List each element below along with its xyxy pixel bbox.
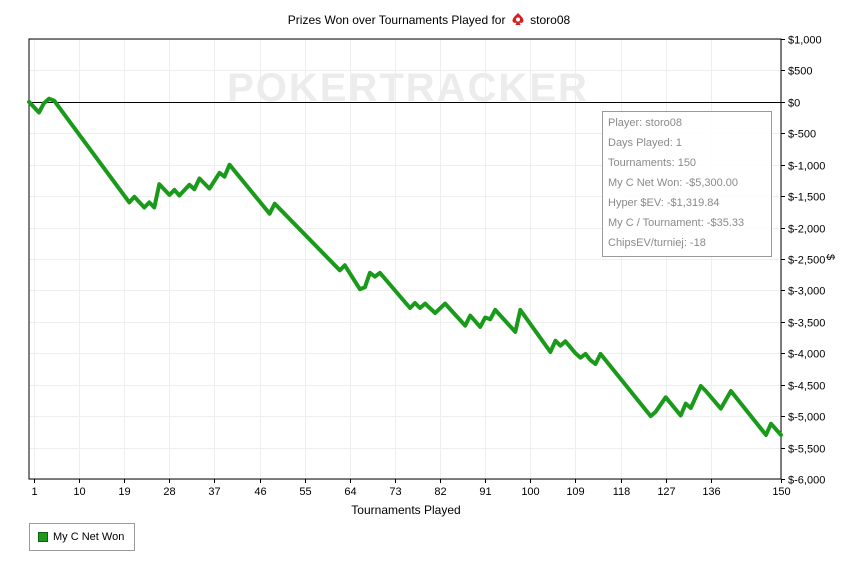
y-tick-label: $-3,500 [788,318,825,330]
x-tick-label: 118 [613,486,631,498]
x-tick-label: 37 [208,486,220,498]
x-tick-label: 109 [566,486,584,498]
stats-row: Player: storo08 [608,117,682,129]
x-tick-label: 46 [254,486,266,498]
y-tick-label: $-5,000 [788,412,825,424]
x-tick-label: 28 [163,486,175,498]
y-tick-label: $0 [788,98,800,110]
x-tick-label: 64 [344,486,356,498]
x-tick-label: 136 [702,486,720,498]
legend-label: My C Net Won [53,531,125,543]
x-tick-label: 1 [31,486,37,498]
y-tick-label: $-4,500 [788,381,825,393]
y-tick-label: $500 [788,66,812,78]
y-tick-label: $-3,000 [788,286,825,298]
legend-swatch [38,532,48,542]
y-tick-label: $-2,500 [788,255,825,267]
stats-row: My C Net Won: -$5,300.00 [608,177,739,189]
y-tick-label: $-1,500 [788,192,825,204]
x-tick-label: 100 [521,486,539,498]
stats-row: Hyper $EV: -$1,319.84 [608,197,720,209]
chart-title: Prizes Won over Tournaments Played for s… [0,12,858,27]
x-tick-label: 73 [389,486,401,498]
x-tick-label: 91 [479,486,491,498]
y-tick-label: $-4,000 [788,349,825,361]
player-stats-box: Player: storo08 Days Played: 1 Tournaments… [602,111,772,257]
axis-ticks: $1,000 $500 $0 $-500 $-1,000 $-1,500 $-2,000 $-… [31,35,825,499]
pokerstars-spade-icon [512,13,524,25]
chart-legend: My C Net Won [29,523,135,551]
y-tick-label: $-5,500 [788,444,825,456]
gridlines [29,39,782,480]
x-tick-label: 127 [657,486,675,498]
x-tick-label: 19 [118,486,130,498]
y-tick-label: $-6,000 [788,475,825,487]
y-axis-label: $ [824,254,836,261]
y-tick-label: $-1,000 [788,161,825,173]
chart-title-prefix: Prizes Won over Tournaments Played for [287,13,506,27]
stats-row: Days Played: 1 [608,137,682,149]
y-tick-label: $-2,000 [788,224,825,236]
stats-row: My C / Tournament: -$35.33 [608,217,745,229]
x-tick-label: 82 [434,486,446,498]
x-tick-label: 10 [73,486,85,498]
x-tick-label: 55 [299,486,311,498]
pokertracker-watermark: POKERTRACKER [227,66,589,110]
x-axis-label: Tournaments Played [351,503,461,517]
series-line-my-c-net-won [27,96,783,437]
stats-row: ChipsEV/turniej: -18 [608,237,706,249]
y-tick-label: $1,000 [788,35,822,47]
x-tick-label: 150 [772,486,790,498]
chart-title-player: storo08 [530,13,571,27]
y-tick-label: $-500 [788,129,816,141]
stats-row: Tournaments: 150 [608,157,697,169]
